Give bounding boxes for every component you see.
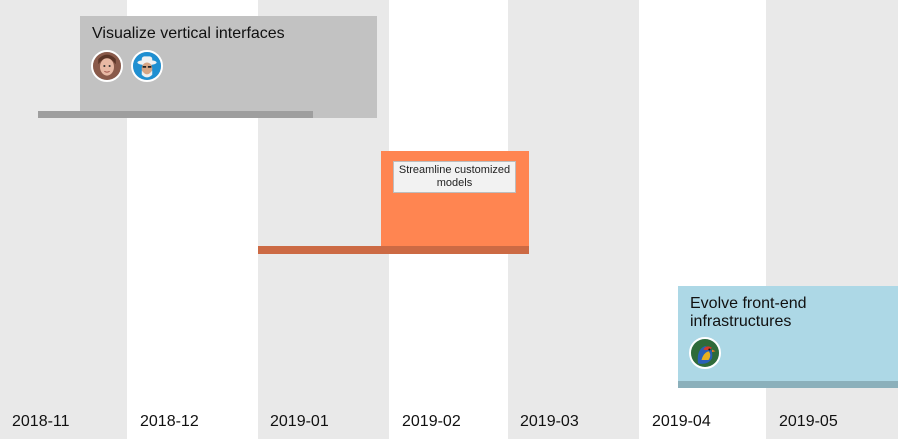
timeline-item-bar[interactable] [678, 381, 898, 388]
month-label: 2019-02 [402, 413, 461, 430]
month-label: 2019-01 [270, 413, 329, 430]
timeline-item-bar[interactable] [38, 111, 313, 118]
month-label: 2019-05 [779, 413, 838, 430]
timeline-item-title: Evolve front-end infrastructures [690, 295, 807, 330]
timeline-item-bar[interactable] [258, 246, 529, 254]
timeline-item-title: Visualize vertical interfaces [92, 25, 285, 42]
parrot-avatar[interactable] [689, 337, 721, 369]
month-label: 2019-03 [520, 413, 579, 430]
month-column-2019-03 [508, 0, 639, 439]
month-label: 2018-12 [140, 413, 199, 430]
month-label: 2018-11 [12, 413, 70, 430]
timeline-item-card[interactable]: Streamline customized models [381, 151, 529, 253]
timeline-item-card[interactable]: Visualize vertical interfaces [80, 16, 377, 118]
person-hat-avatar[interactable] [131, 50, 163, 82]
person-woman-avatar[interactable] [91, 50, 123, 82]
timeline-item-card[interactable]: Evolve front-end infrastructures [678, 286, 898, 388]
month-label: 2019-04 [652, 413, 711, 430]
timeline-item-title: Streamline customized models [393, 161, 516, 193]
